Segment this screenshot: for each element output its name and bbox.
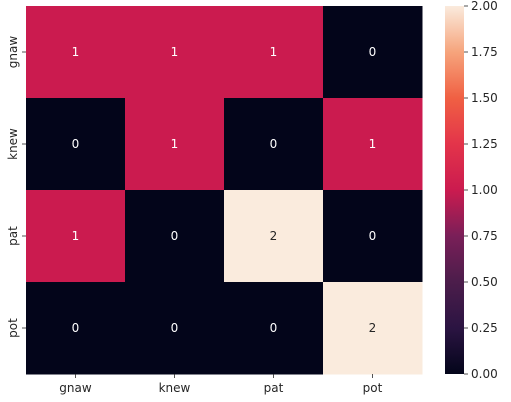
cell-value-label: 0 (369, 45, 377, 59)
heatmap-cell-knew-gnaw (26, 98, 126, 191)
cell-value-label: 2 (270, 229, 278, 243)
x-tick-label-knew: knew (159, 381, 191, 395)
colorbar-tick-label: 1.00 (471, 183, 498, 197)
heatmap-cell-pot-gnaw (26, 282, 126, 375)
heatmap-cells (26, 6, 423, 375)
colorbar-ticks: 0.00 0.25 0.50 0.75 1.00 1.25 1.50 1.75 2.00 (464, 0, 498, 381)
cell-value-label: 0 (369, 229, 377, 243)
cell-value-label: 0 (72, 321, 80, 335)
cell-value-label: 2 (369, 321, 377, 335)
x-tick-label-pot: pot (363, 381, 383, 395)
heatmap-cell-pat-knew (125, 190, 225, 283)
colorbar-tick-label: 1.50 (471, 91, 498, 105)
colorbar-tick-label: 0.50 (471, 275, 498, 289)
cell-value-label: 0 (72, 137, 80, 151)
heatmap-annotations: 1 1 1 0 0 1 0 1 1 0 2 0 0 0 0 2 (72, 45, 377, 335)
x-axis: gnaw knew pat pot (59, 374, 383, 395)
cell-value-label: 0 (270, 321, 278, 335)
heatmap-cell-pat-gnaw (26, 190, 126, 283)
colorbar-tick-label: 1.25 (471, 137, 498, 151)
cell-value-label: 1 (72, 45, 80, 59)
heatmap-cell-pat-pot (323, 190, 423, 283)
heatmap-cell-pot-knew (125, 282, 225, 375)
cell-value-label: 1 (171, 45, 179, 59)
x-tick-label-gnaw: gnaw (59, 381, 92, 395)
heatmap-cell-gnaw-gnaw (26, 6, 126, 99)
y-axis: gnaw knew pat pot (6, 36, 26, 338)
colorbar (445, 6, 464, 374)
cell-value-label: 1 (270, 45, 278, 59)
heatmap-cell-knew-pat (224, 98, 324, 191)
heatmap-cell-knew-knew (125, 98, 225, 191)
x-tick-label-pat: pat (264, 381, 284, 395)
cell-value-label: 0 (270, 137, 278, 151)
cell-value-label: 1 (171, 137, 179, 151)
cell-value-label: 1 (369, 137, 377, 151)
heatmap-cell-pat-pat (224, 190, 324, 283)
heatmap-cell-pot-pot (323, 282, 423, 375)
heatmap-cell-gnaw-knew (125, 6, 225, 99)
colorbar-tick-label: 2.00 (471, 0, 498, 13)
colorbar-tick-label: 1.75 (471, 45, 498, 59)
colorbar-tick-label: 0.00 (471, 367, 498, 381)
y-tick-label-pat: pat (6, 226, 20, 246)
heatmap-cell-gnaw-pat (224, 6, 324, 99)
colorbar-tick-label: 0.25 (471, 321, 498, 335)
y-tick-label-gnaw: gnaw (6, 36, 20, 69)
heatmap-cell-gnaw-pot (323, 6, 423, 99)
heatmap-cell-knew-pot (323, 98, 423, 191)
y-tick-label-knew: knew (6, 128, 20, 160)
colorbar-gradient (445, 6, 464, 374)
cell-value-label: 0 (171, 229, 179, 243)
y-tick-label-pot: pot (6, 318, 20, 338)
heatmap-cell-pot-pat (224, 282, 324, 375)
cell-value-label: 0 (171, 321, 179, 335)
cell-value-label: 1 (72, 229, 80, 243)
colorbar-tick-label: 0.75 (471, 229, 498, 243)
